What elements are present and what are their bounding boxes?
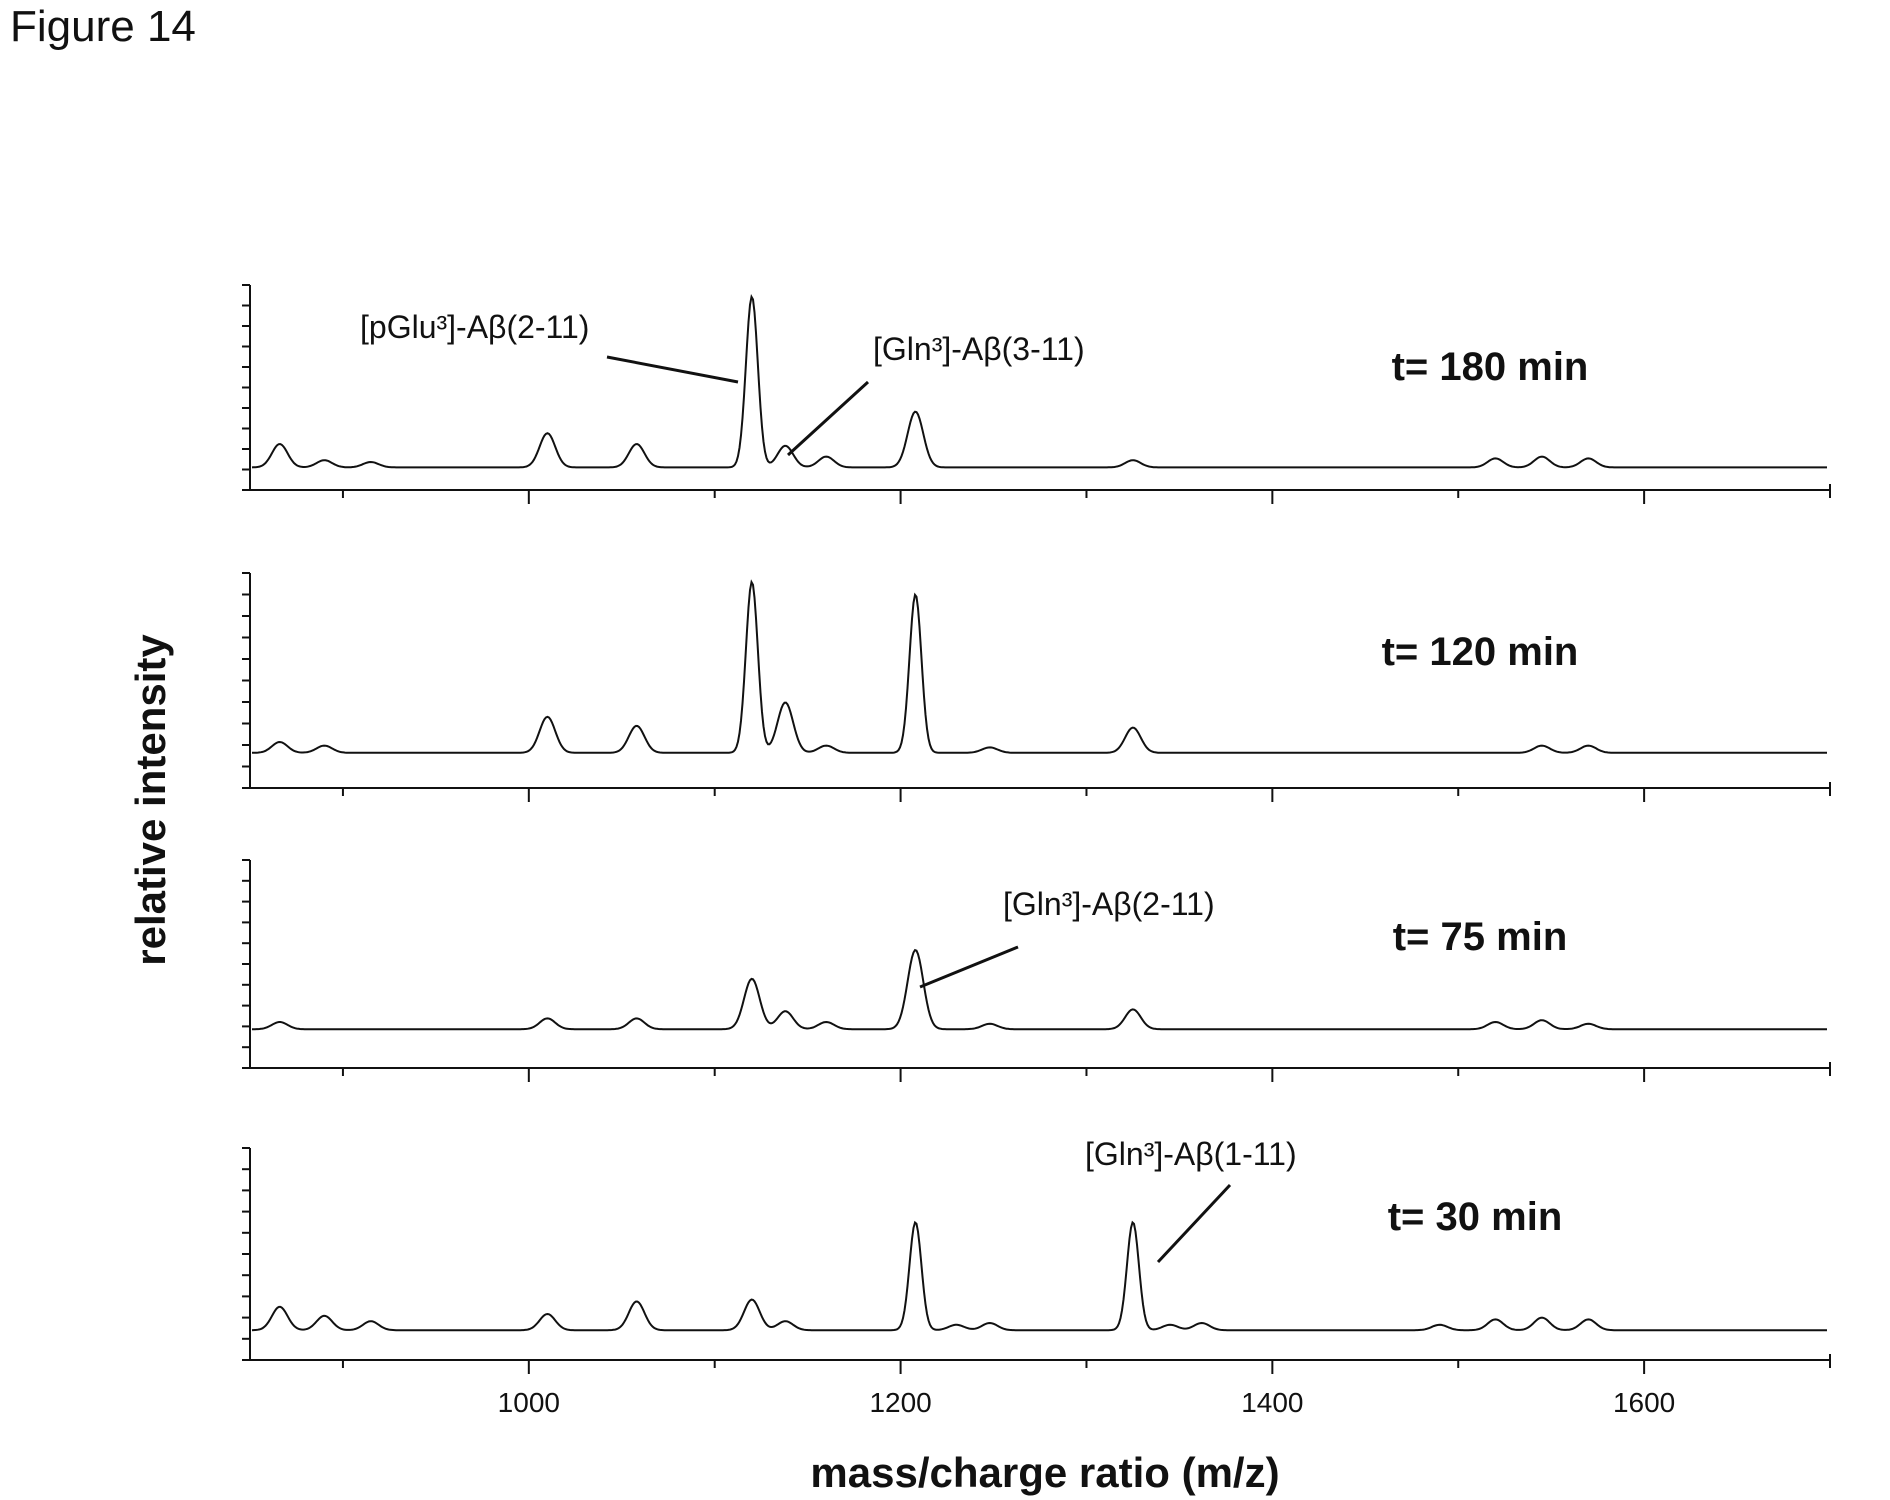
annotation-leader-line [920,947,1018,987]
spectrum-trace [252,582,1827,753]
spectrum-trace [252,1223,1827,1331]
annotation-leader-line [788,382,868,455]
annotation-leader-line [607,357,738,382]
x-tick-label: 1200 [869,1387,931,1418]
peak-annotation: [Gln³]-Aβ(2-11) [1003,886,1215,922]
x-tick-label: 1600 [1613,1387,1675,1418]
peak-annotation: [Gln³]-Aβ(3-11) [873,331,1085,367]
time-label: t= 180 min [1392,345,1589,389]
time-label: t= 120 min [1382,630,1579,674]
time-label: t= 75 min [1393,915,1568,959]
time-label: t= 30 min [1388,1195,1563,1239]
peak-annotation: [pGlu³]-Aβ(2-11) [360,309,589,345]
peak-annotation: [Gln³]-Aβ(1-11) [1085,1136,1297,1172]
annotation-leader-line [1158,1185,1230,1262]
x-axis-label: mass/charge ratio (m/z) [810,1449,1279,1496]
x-tick-label: 1000 [498,1387,560,1418]
y-axis-label: relative intensity [127,634,174,966]
spectrum-trace [252,950,1827,1029]
x-tick-label: 1400 [1241,1387,1303,1418]
